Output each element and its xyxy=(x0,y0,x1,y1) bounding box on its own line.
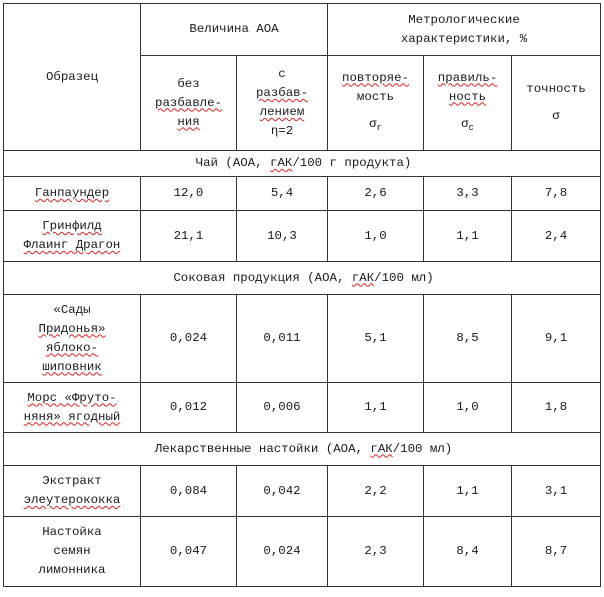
table-row: Морс «Фруто- няня» ягодный 0,012 0,006 1… xyxy=(4,383,601,433)
cell-repeatability: 1,0 xyxy=(328,211,424,262)
header-repeat-symbol: σr xyxy=(331,115,420,138)
cell-no-dilution: 21,1 xyxy=(141,211,237,262)
cell-no-dilution: 0,084 xyxy=(141,466,237,517)
cell-accuracy: 7,8 xyxy=(512,177,601,211)
header-accuracy: точность σ xyxy=(512,56,601,151)
header-metrology-line2: характеристики, % xyxy=(331,30,597,49)
table-row: Ганпаундер 12,0 5,4 2,6 3,3 7,8 xyxy=(4,177,601,211)
section-title-row: Чай (АОА, гАК/100 г продукта) xyxy=(4,151,601,177)
header-repeatability: повторяе- мость σr xyxy=(328,56,424,151)
cell-repeatability: 1,1 xyxy=(328,383,424,433)
header-accuracy-symbol: σ xyxy=(515,107,597,126)
header-metrology-line1: Метрологические xyxy=(331,11,597,30)
header-no-dilution: без разбавле- ния xyxy=(141,56,237,151)
header-no-dilution-l3: ния xyxy=(144,113,233,132)
cell-correctness: 3,3 xyxy=(424,177,512,211)
header-dilution: с разбав- лением η=2 xyxy=(237,56,328,151)
header-metrology: Метрологические характеристики, % xyxy=(328,4,601,56)
section-title: Лекарственные настойки (АОА, гАК/100 мл) xyxy=(4,433,601,466)
header-correct-l1: правиль- xyxy=(427,69,508,88)
cell-correctness: 1,0 xyxy=(424,383,512,433)
cell-dilution: 0,006 xyxy=(237,383,328,433)
header-correct-l2: ность xyxy=(427,88,508,107)
metrology-table: Образец Величина АОА Метрологические хар… xyxy=(3,3,601,587)
header-dilution-l1: с xyxy=(240,65,324,84)
table-row: Гринфилд Флаинг Драгон 21,1 10,3 1,0 1,1… xyxy=(4,211,601,262)
table-row: Настойка семян лимонника 0,047 0,024 2,3… xyxy=(4,517,601,587)
section-title-row: Лекарственные настойки (АОА, гАК/100 мл) xyxy=(4,433,601,466)
section-title: Чай (АОА, гАК/100 г продукта) xyxy=(4,151,601,177)
cell-repeatability: 2,3 xyxy=(328,517,424,587)
cell-repeatability: 2,2 xyxy=(328,466,424,517)
header-dilution-l4: η=2 xyxy=(240,122,324,141)
header-correctness: правиль- ность σc xyxy=(424,56,512,151)
row-sample-name: Гринфилд Флаинг Драгон xyxy=(4,211,141,262)
section-title-row: Соковая продукция (АОА, гАК/100 мл) xyxy=(4,262,601,295)
cell-no-dilution: 0,024 xyxy=(141,295,237,383)
sigma-subscript: r xyxy=(377,123,382,133)
row-sample-name: Ганпаундер xyxy=(4,177,141,211)
cell-dilution: 0,042 xyxy=(237,466,328,517)
cell-no-dilution: 0,012 xyxy=(141,383,237,433)
header-repeat-l2: мость xyxy=(331,88,420,107)
sigma-symbol: σ xyxy=(461,117,468,131)
cell-no-dilution: 0,047 xyxy=(141,517,237,587)
header-no-dilution-l2: разбавле- xyxy=(144,94,233,113)
cell-accuracy: 9,1 xyxy=(512,295,601,383)
table-row: «Сады Придонья» яблоко- шиповник 0,024 0… xyxy=(4,295,601,383)
cell-repeatability: 5,1 xyxy=(328,295,424,383)
header-repeat-l1: повторяе- xyxy=(331,69,420,88)
header-row-1: Образец Величина АОА Метрологические хар… xyxy=(4,4,601,56)
header-sample: Образец xyxy=(4,4,141,151)
cell-correctness: 8,4 xyxy=(424,517,512,587)
cell-accuracy: 3,1 xyxy=(512,466,601,517)
cell-dilution: 10,3 xyxy=(237,211,328,262)
row-sample-name: Настойка семян лимонника xyxy=(4,517,141,587)
cell-accuracy: 1,8 xyxy=(512,383,601,433)
cell-accuracy: 8,7 xyxy=(512,517,601,587)
cell-repeatability: 2,6 xyxy=(328,177,424,211)
cell-correctness: 1,1 xyxy=(424,466,512,517)
header-dilution-l2: разбав- xyxy=(240,84,324,103)
cell-dilution: 5,4 xyxy=(237,177,328,211)
cell-dilution: 0,024 xyxy=(237,517,328,587)
cell-accuracy: 2,4 xyxy=(512,211,601,262)
table-container: Образец Величина АОА Метрологические хар… xyxy=(3,3,600,587)
sigma-symbol: σ xyxy=(369,117,376,131)
section-title: Соковая продукция (АОА, гАК/100 мл) xyxy=(4,262,601,295)
header-correct-symbol: σc xyxy=(427,115,508,138)
header-dilution-l3: лением xyxy=(240,103,324,122)
row-sample-name: Экстракт элеутерококка xyxy=(4,466,141,517)
row-sample-name: Морс «Фруто- няня» ягодный xyxy=(4,383,141,433)
header-accuracy-l1: точность xyxy=(515,80,597,99)
cell-correctness: 8,5 xyxy=(424,295,512,383)
table-row: Экстракт элеутерококка 0,084 0,042 2,2 1… xyxy=(4,466,601,517)
cell-dilution: 0,011 xyxy=(237,295,328,383)
row-sample-name: «Сады Придонья» яблоко- шиповник xyxy=(4,295,141,383)
header-no-dilution-l1: без xyxy=(144,75,233,94)
cell-correctness: 1,1 xyxy=(424,211,512,262)
cell-no-dilution: 12,0 xyxy=(141,177,237,211)
sigma-subscript: c xyxy=(469,123,474,133)
header-aoa: Величина АОА xyxy=(141,4,328,56)
